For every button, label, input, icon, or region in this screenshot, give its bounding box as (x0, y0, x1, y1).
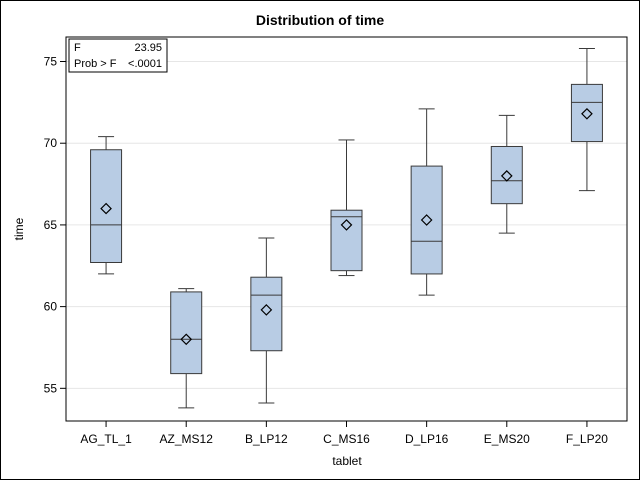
x-tick-label: AG_TL_1 (80, 432, 132, 446)
box-AZ_MS12 (170, 288, 203, 409)
y-tick-label: 75 (44, 55, 58, 69)
mean-marker (500, 170, 513, 182)
box-AG_TL_1 (90, 136, 123, 275)
box-F_LP20 (570, 47, 603, 192)
stat-f-value: 23.95 (134, 42, 162, 54)
stat-prob-value: <.0001 (128, 58, 162, 70)
x-tick-label: F_LP20 (566, 432, 608, 446)
mean-marker (180, 333, 193, 346)
mean-marker (420, 214, 433, 226)
y-tick-label: 70 (44, 136, 58, 150)
box-C_MS16 (330, 139, 363, 277)
x-tick-label: D_LP16 (405, 432, 449, 446)
y-tick-label: 60 (44, 300, 58, 314)
x-tick-label: B_LP12 (245, 432, 288, 446)
mean-marker (340, 219, 353, 231)
y-tick-label: 65 (44, 218, 58, 232)
iqr-box (410, 165, 443, 275)
box-E_MS20 (490, 114, 523, 234)
y-tick-label: 55 (44, 381, 58, 395)
x-tick-label: C_MS16 (323, 432, 370, 446)
y-axis-ticks: 55 60 65 70 75 (44, 55, 66, 395)
iqr-box (250, 276, 283, 352)
x-tick-label: E_MS20 (484, 432, 530, 446)
box-B_LP12 (250, 237, 283, 404)
stats-inset-border (68, 38, 168, 73)
iqr-box (490, 145, 523, 205)
chart-title: Distribution of time (256, 12, 385, 28)
iqr-box (570, 83, 603, 143)
x-axis-label: tablet (332, 454, 362, 468)
mean-marker (260, 304, 273, 316)
x-axis-ticks: AG_TL_1 AZ_MS12 B_LP12 C_MS16 D_LP16 E_MS20 F_… (80, 421, 608, 446)
stat-prob-label: Prob > F (74, 58, 117, 70)
stats-inset: F 23.95 Prob > F <.0001 (68, 38, 168, 73)
mean-marker (100, 202, 112, 215)
box-D_LP16 (410, 108, 443, 296)
iqr-box (90, 149, 123, 263)
mean-marker (581, 107, 593, 120)
x-tick-label: AZ_MS12 (160, 432, 214, 446)
iqr-box (170, 291, 203, 375)
stat-f-label: F (74, 42, 81, 54)
y-axis-label: time (12, 217, 26, 240)
boxes (90, 47, 603, 409)
